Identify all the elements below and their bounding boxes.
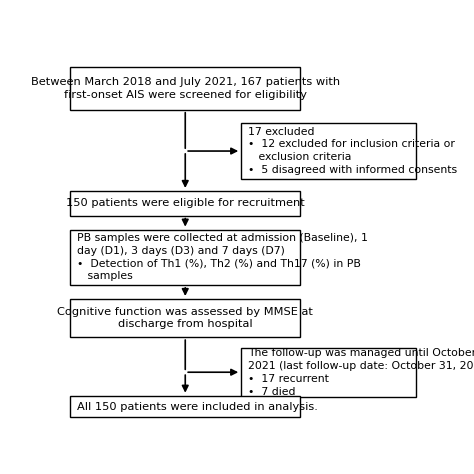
Text: 150 patients were eligible for recruitment: 150 patients were eligible for recruitme… [66,198,304,208]
Text: 17 excluded
•  12 excluded for inclusion criteria or
   exclusion criteria
•  5 : 17 excluded • 12 excluded for inclusion … [248,127,457,175]
Text: The follow-up was managed until October
2021 (last follow-up date: October 31, 2: The follow-up was managed until October … [248,348,474,397]
Text: All 150 patients were included in analysis.: All 150 patients were included in analys… [77,401,318,411]
FancyBboxPatch shape [70,299,300,337]
FancyBboxPatch shape [241,123,416,179]
Text: Between March 2018 and July 2021, 167 patients with
first-onset AIS were screene: Between March 2018 and July 2021, 167 pa… [30,77,340,100]
FancyBboxPatch shape [70,67,300,110]
FancyBboxPatch shape [241,348,416,397]
FancyBboxPatch shape [70,229,300,285]
FancyBboxPatch shape [70,396,300,418]
Text: Cognitive function was assessed by MMSE at
discharge from hospital: Cognitive function was assessed by MMSE … [57,307,313,329]
Text: PB samples were collected at admission (Baseline), 1
day (D1), 3 days (D3) and 7: PB samples were collected at admission (… [77,233,368,282]
FancyBboxPatch shape [70,191,300,216]
